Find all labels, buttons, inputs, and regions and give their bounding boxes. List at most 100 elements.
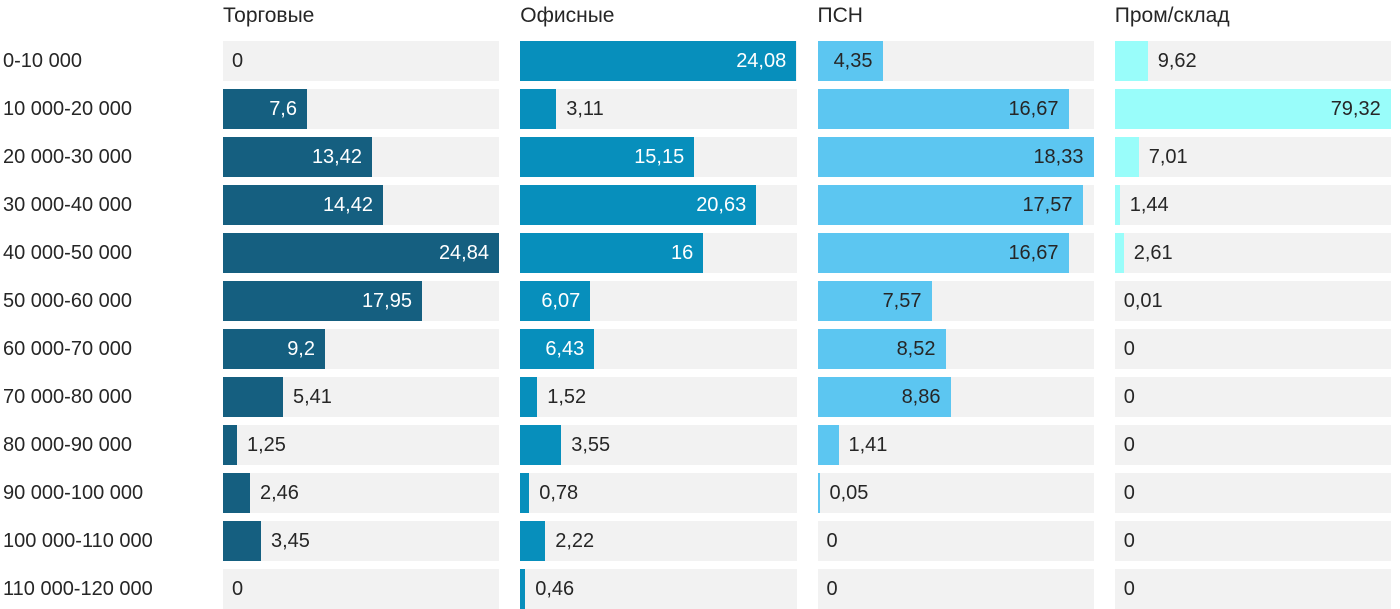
bar <box>223 473 250 513</box>
bar-value-label: 4,35 <box>833 49 873 72</box>
row-label: 80 000-90 000 <box>3 434 133 456</box>
bar-value-label: 7,57 <box>882 289 922 312</box>
bar-value-label: 79,32 <box>1330 97 1381 120</box>
bar-track: 0 <box>1114 329 1391 369</box>
bar-value-label: 7,6 <box>269 97 297 120</box>
bar-value-label: 0 <box>826 578 838 600</box>
bar: 8,86 <box>817 377 951 417</box>
bar-value-label: 1,52 <box>547 386 587 408</box>
bar-value-label: 13,42 <box>311 145 362 168</box>
bar-track: 17,95 <box>223 281 500 321</box>
bar: 9,2 <box>223 329 325 369</box>
bar-value-label: 8,52 <box>896 337 936 360</box>
bar-value-label: 5,41 <box>293 386 332 408</box>
bar-value-label: 2,46 <box>260 482 299 504</box>
bar-track: 7,57 <box>817 281 1094 321</box>
bar <box>223 425 237 465</box>
bar-value-label: 1,44 <box>1129 194 1169 216</box>
bar-track: 18,33 <box>817 137 1094 177</box>
bar-track: 2,61 <box>1114 233 1391 273</box>
bar-value-label: 14,42 <box>322 193 373 216</box>
bar-track: 16,67 <box>817 89 1094 129</box>
bar-track: 8,86 <box>817 377 1094 417</box>
bar-value-label: 0,05 <box>829 482 869 504</box>
bar-value-label: 1,25 <box>247 434 286 456</box>
bar <box>817 473 820 513</box>
bar-value-label: 6,07 <box>541 289 581 312</box>
bar-track: 2,46 <box>223 473 500 513</box>
row-label: 30 000-40 000 <box>3 194 133 216</box>
bar-value-label: 0,78 <box>539 482 579 504</box>
bar-value-label: 0 <box>1123 386 1135 408</box>
bar <box>520 425 562 465</box>
row-label: 110 000-120 000 <box>3 578 153 600</box>
bar-track: 0,78 <box>520 473 797 513</box>
bar <box>817 425 839 465</box>
bar: 24,08 <box>520 41 797 81</box>
bar-track: 1,41 <box>817 425 1094 465</box>
bar: 4,35 <box>817 41 883 81</box>
bar-track: 0 <box>1114 473 1391 513</box>
bar <box>520 473 530 513</box>
row-label: 40 000-50 000 <box>3 242 133 264</box>
bar-value-label: 16,67 <box>1008 241 1059 264</box>
bar: 16,67 <box>817 89 1069 129</box>
bar-value-label: 0 <box>1123 578 1135 600</box>
column-header-psn: ПСН <box>817 4 863 27</box>
bar: 6,43 <box>520 329 595 369</box>
bar: 17,57 <box>817 185 1083 225</box>
bar-track: 3,11 <box>520 89 797 129</box>
bar: 24,84 <box>223 233 499 273</box>
bar-track: 0 <box>223 41 500 81</box>
row-label: 20 000-30 000 <box>3 146 133 168</box>
bar-track: 24,08 <box>520 41 797 81</box>
bar-value-label: 0 <box>1123 434 1135 456</box>
bar-track: 0,46 <box>520 569 797 609</box>
bar-value-label: 7,01 <box>1148 146 1188 168</box>
bar-track: 24,84 <box>223 233 500 273</box>
bar: 17,95 <box>223 281 422 321</box>
column-header-torgovye: Торговые <box>223 4 315 27</box>
bar-track: 16,67 <box>817 233 1094 273</box>
bar-value-label: 3,11 <box>566 98 604 120</box>
bar-value-label: 15,15 <box>634 145 685 168</box>
bar-track: 0 <box>1114 425 1391 465</box>
bar: 16 <box>520 233 704 273</box>
bar <box>1114 185 1120 225</box>
bar: 14,42 <box>223 185 383 225</box>
bar-value-label: 0 <box>232 50 244 72</box>
corner-spacer <box>0 4 202 33</box>
bar-track: 16 <box>520 233 797 273</box>
row-label: 90 000-100 000 <box>3 482 144 504</box>
bar <box>1114 41 1148 81</box>
bar-track: 3,55 <box>520 425 797 465</box>
bar: 13,42 <box>223 137 372 177</box>
bar <box>223 377 283 417</box>
bar-value-label: 16 <box>671 241 694 264</box>
bar-track: 9,2 <box>223 329 500 369</box>
bar-track: 1,44 <box>1114 185 1391 225</box>
column-header-prom-sklad: Пром/склад <box>1114 4 1230 27</box>
bar-value-label: 3,55 <box>571 434 611 456</box>
bar-track: 1,25 <box>223 425 500 465</box>
bar-track: 17,57 <box>817 185 1094 225</box>
bar: 18,33 <box>817 137 1094 177</box>
bar-value-label: 18,33 <box>1033 145 1084 168</box>
bar <box>520 89 557 129</box>
bar-track: 3,45 <box>223 521 500 561</box>
bar-track: 0 <box>1114 377 1391 417</box>
bar-track: 5,41 <box>223 377 500 417</box>
bar-value-label: 9,62 <box>1157 50 1197 72</box>
bar <box>1114 233 1124 273</box>
bar: 79,32 <box>1114 89 1391 129</box>
bar-value-label: 2,61 <box>1133 242 1173 264</box>
bar-value-label: 16,67 <box>1008 97 1059 120</box>
bar: 7,6 <box>223 89 307 129</box>
bar-value-label: 17,57 <box>1022 193 1073 216</box>
bar-track: 0 <box>817 569 1094 609</box>
bar-value-label: 0 <box>1123 530 1135 552</box>
bar-value-label: 0 <box>826 530 838 552</box>
bar-value-label: 0 <box>232 578 244 600</box>
bar-track: 9,62 <box>1114 41 1391 81</box>
bar-track: 6,43 <box>520 329 797 369</box>
